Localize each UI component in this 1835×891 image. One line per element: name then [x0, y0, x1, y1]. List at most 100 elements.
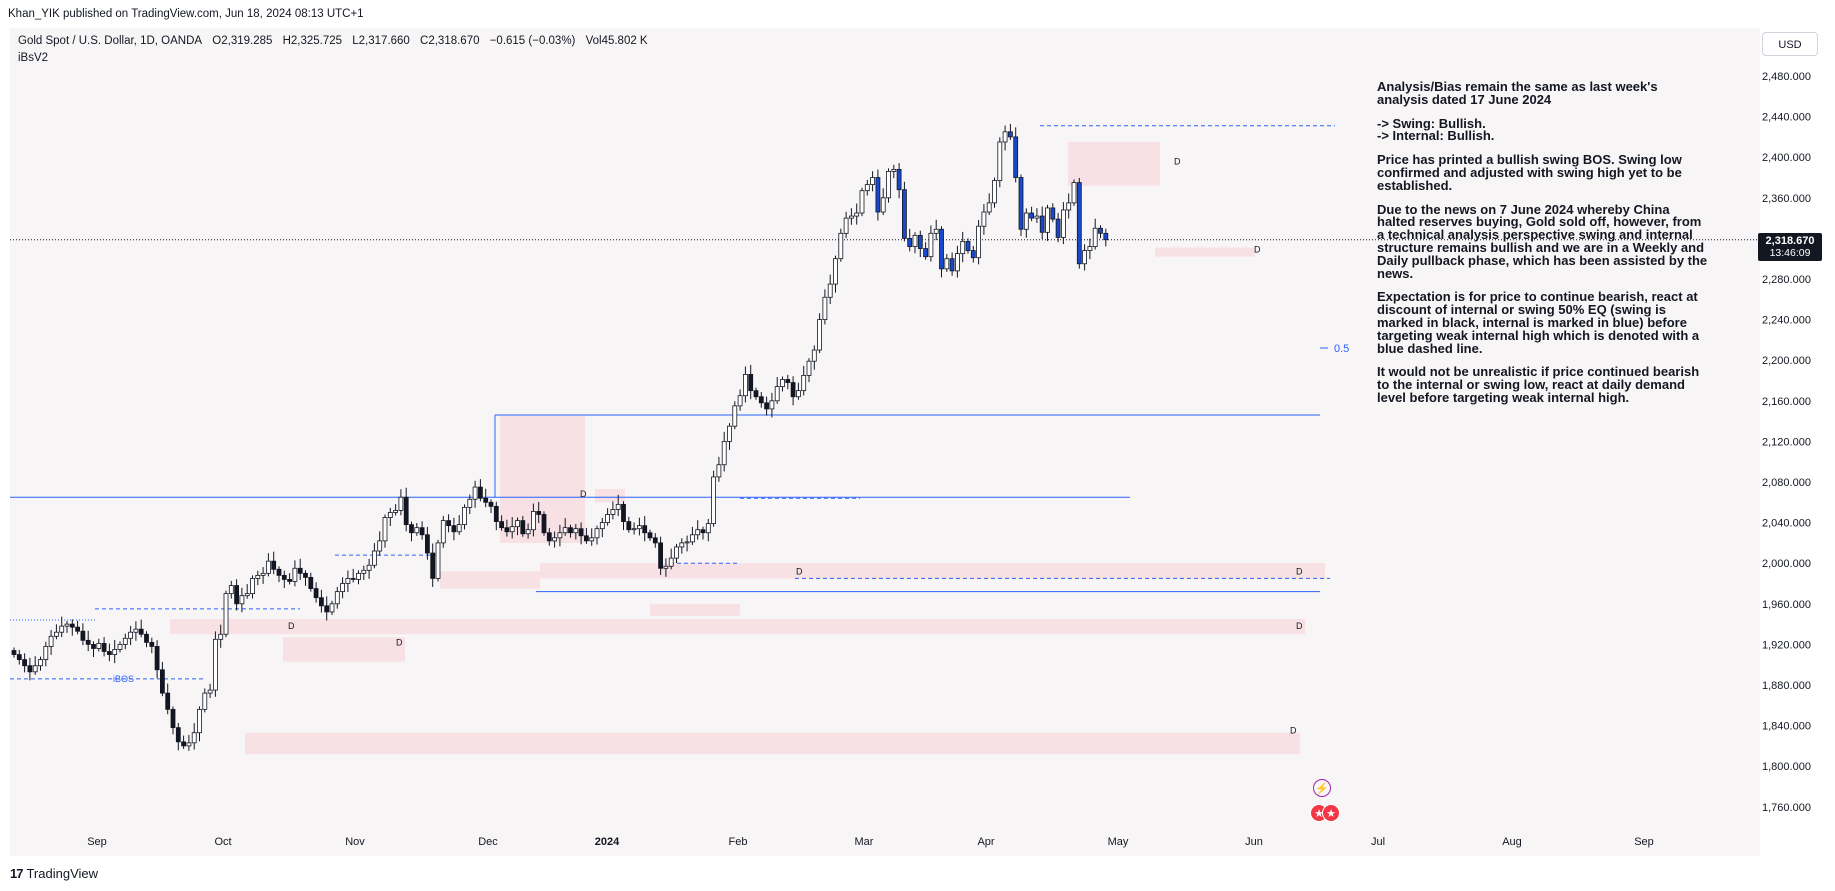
candle-20 [117, 641, 123, 653]
candle-71 [387, 507, 393, 527]
close-value: C2,318.670 [420, 35, 480, 47]
candle-144 [774, 377, 780, 404]
x-label-11: Aug [1502, 836, 1522, 848]
candle-142 [764, 396, 769, 416]
candle-193 [1034, 208, 1040, 223]
lightning-event-icon[interactable]: ⚡ [1313, 779, 1331, 797]
candle-body-196 [1050, 207, 1056, 220]
candle-body-136 [732, 405, 738, 427]
candle-body-70 [382, 517, 388, 542]
candle-159 [854, 203, 860, 225]
candle-body-194 [1039, 215, 1045, 233]
candle-164 [880, 188, 886, 216]
candle-body-1 [16, 654, 22, 661]
currency-button[interactable]: USD [1762, 32, 1818, 56]
candle-184 [986, 193, 992, 216]
candle-118 [637, 517, 642, 536]
candle-body-144 [774, 386, 780, 402]
candle-35 [197, 706, 202, 742]
candle-body-69 [377, 540, 383, 552]
candle-15 [91, 641, 96, 657]
candle-body-169 [907, 237, 913, 247]
candle-body-41 [228, 585, 234, 595]
candle-197 [1055, 212, 1061, 243]
candle-168 [902, 181, 907, 242]
candle-170 [912, 232, 918, 254]
us-flag-event-icon-2[interactable]: ★ [1322, 804, 1340, 822]
demand-marker-4: D [288, 621, 295, 631]
candle-body-206 [1103, 232, 1109, 241]
candle-body-17 [101, 642, 107, 652]
candle-body-135 [727, 425, 732, 442]
y-tick-8: 2,160.000 [1762, 396, 1811, 408]
demand-marker-0: D [1296, 566, 1303, 576]
candle-body-134 [721, 440, 727, 466]
candle-body-79 [430, 552, 436, 579]
candle-body-58 [318, 597, 324, 607]
demand-marker-5: D [796, 566, 803, 576]
candle-body-39 [218, 633, 224, 640]
candle-body-38 [212, 638, 218, 691]
candle-192 [1029, 206, 1034, 222]
candle-body-113 [610, 509, 616, 515]
candle-185 [992, 177, 997, 208]
candle-body-11 [69, 623, 75, 628]
x-label-0: Sep [87, 836, 107, 848]
candle-body-123 [663, 565, 669, 569]
candle-130 [700, 526, 706, 540]
candle-body-43 [239, 595, 245, 605]
candle-36 [202, 688, 208, 713]
candle-body-159 [854, 212, 860, 217]
candle-88 [477, 479, 483, 502]
candle-186 [997, 137, 1003, 188]
candle-body-139 [748, 374, 754, 392]
y-tick-7: 2,200.000 [1762, 355, 1811, 367]
candle-75 [409, 521, 414, 542]
candle-49 [271, 551, 277, 575]
x-label-8: May [1108, 836, 1129, 848]
candle-body-204 [1092, 227, 1098, 247]
candle-body-127 [684, 541, 690, 544]
candle-37 [207, 683, 213, 698]
candle-body-184 [986, 202, 992, 213]
candle-body-63 [345, 578, 351, 584]
chart-area[interactable] [10, 28, 1760, 856]
candle-25 [144, 631, 149, 648]
candle-body-3 [27, 665, 33, 673]
note-swing-bias: -> Swing: Bullish. [1377, 115, 1486, 131]
candle-175 [939, 226, 944, 278]
indicator-name[interactable]: iBsV2 [18, 52, 49, 64]
candle-62 [340, 577, 346, 599]
candle-body-195 [1045, 207, 1050, 233]
candle-body-13 [80, 630, 86, 641]
analysis-note[interactable]: Analysis/Bias remain the same as last we… [1377, 80, 1710, 416]
y-tick-17: 1,800.000 [1762, 761, 1811, 773]
candle-4 [32, 656, 38, 675]
y-tick-3: 2,360.000 [1762, 193, 1811, 205]
candle-79 [430, 543, 436, 587]
candle-body-121 [652, 537, 658, 544]
candle-107 [578, 522, 584, 545]
candle-body-142 [764, 402, 769, 410]
candle-134 [721, 431, 727, 472]
candle-body-15 [91, 644, 96, 649]
change-value: −0.615 (−0.03%) [489, 35, 576, 47]
candle-body-160 [859, 190, 865, 214]
candle-131 [705, 518, 711, 542]
candle-body-49 [271, 560, 277, 570]
candle-96 [520, 515, 526, 537]
candle-body-167 [896, 168, 902, 191]
candle-160 [859, 187, 865, 217]
candle-202 [1082, 244, 1087, 271]
candle-body-155 [833, 258, 838, 285]
candle-body-64 [350, 578, 356, 580]
candle-200 [1071, 179, 1077, 206]
note-paragraph-5: Expectation is for price to continue bea… [1377, 289, 1700, 356]
symbol-name[interactable]: Gold Spot / U.S. Dollar, 1D, OANDA [18, 35, 203, 47]
candle-body-93 [504, 527, 510, 533]
tradingview-brand[interactable]: 17 TradingView [10, 866, 98, 881]
high-value: H2,325.725 [282, 35, 343, 47]
candle-157 [843, 211, 849, 239]
candle-body-25 [144, 633, 149, 643]
